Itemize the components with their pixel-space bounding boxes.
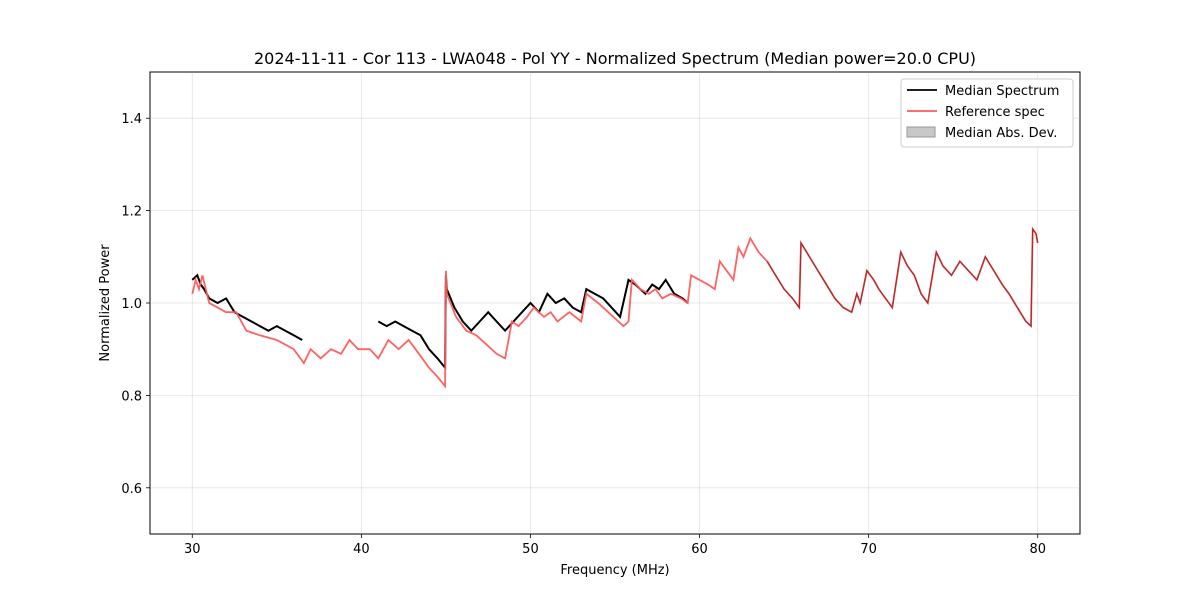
x-axis-title: Frequency (MHz) <box>560 563 669 578</box>
grid <box>150 72 1080 534</box>
legend-box <box>900 78 1074 148</box>
x-tick-label: 40 <box>353 542 370 557</box>
x-tick-label: 30 <box>184 542 201 557</box>
series-line-median-spectrum <box>191 273 303 341</box>
chart-title: 2024-11-11 - Cor 113 - LWA048 - Pol YY -… <box>254 49 976 68</box>
series-layer <box>191 226 1039 389</box>
x-tick-label: 80 <box>1029 542 1046 557</box>
y-tick-label: 1.0 <box>121 297 142 312</box>
x-tick-label: 60 <box>691 542 708 557</box>
x-tick-label: 70 <box>860 542 877 557</box>
plot-area <box>149 71 1081 535</box>
y-tick-label: 0.8 <box>121 389 142 404</box>
legend-swatch-mad <box>906 126 936 138</box>
legend-label-median: Median Spectrum <box>945 84 1059 99</box>
legend-label-mad: Median Abs. Dev. <box>945 126 1057 141</box>
legend-label-reference: Reference spec <box>945 105 1045 120</box>
y-axis-title: Normalized Power <box>98 244 113 362</box>
y-tick-label: 1.2 <box>121 205 142 220</box>
series-line-median-overlap <box>766 227 1039 328</box>
y-tick-label: 0.6 <box>121 482 142 497</box>
y-tick-label: 1.4 <box>121 112 142 127</box>
legend: Median Spectrum Reference spec Median Ab… <box>900 78 1074 148</box>
ticks: 30 40 50 60 70 80 0.6 0.8 1.0 1.2 1.4 <box>121 112 1046 557</box>
x-tick-label: 50 <box>522 542 539 557</box>
